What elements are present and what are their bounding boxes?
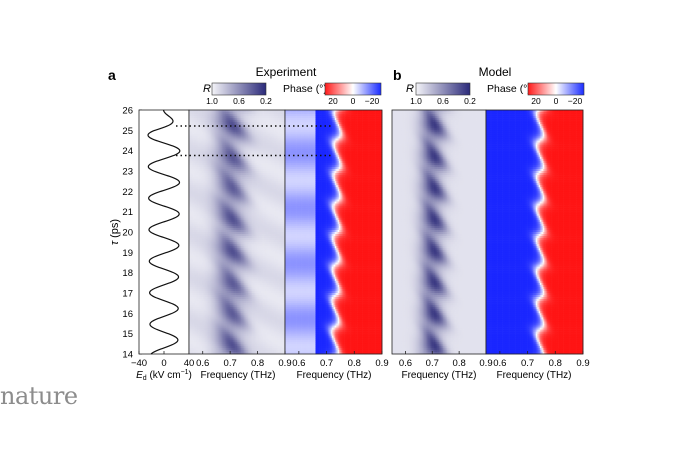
- colorbar-phase-tick: −20: [568, 96, 583, 106]
- colorbar-phase-tick: 0: [554, 96, 559, 106]
- freq-tick-label: 0.8: [251, 358, 264, 369]
- colorbar-phase-tick: 20: [328, 96, 338, 106]
- field-tick-label: 40: [184, 358, 195, 369]
- frequency-axis-ticks: 0.6 0.7 0.8 0.9 0.6 0.7 0.8 0.9 0.6 0.7 0.8 0.9 0.6 0…: [196, 351, 590, 369]
- y-tick-label: 24: [122, 146, 133, 157]
- y-tick-label: 23: [122, 167, 133, 178]
- y-axis-unit: (ps): [109, 219, 121, 238]
- field-waveform: [147, 109, 181, 355]
- colorbar-phase-label: Phase (°): [283, 83, 327, 95]
- freq-label-exp-phase: Frequency (THz): [296, 370, 371, 381]
- y-tick-label: 19: [122, 248, 133, 259]
- field-panel-frame: [138, 109, 190, 355]
- colorbar-phase-label: Phase (°): [487, 83, 531, 95]
- colorbar-r-experiment: R 1.0 0.6 0.2: [203, 82, 272, 106]
- field-tick-label: 0: [161, 358, 166, 369]
- colorbar-r-tick: 0.6: [233, 96, 245, 106]
- y-tick-label: 16: [122, 309, 133, 320]
- experiment-r-heatmap: [188, 109, 286, 355]
- colorbar-r-tick: 0.6: [437, 96, 449, 106]
- y-tick-label: 21: [122, 207, 133, 218]
- freq-tick-label: 0.6: [292, 358, 305, 369]
- y-tick-label: 25: [122, 126, 133, 137]
- colorbar-phase-tick: −20: [365, 96, 380, 106]
- freq-tick-label: 0.7: [521, 358, 534, 369]
- freq-tick-label: 0.8: [348, 358, 361, 369]
- colorbar-phase-gradient: [527, 82, 585, 96]
- freq-tick-label: 0.9: [278, 358, 291, 369]
- colorbar-r-label: R: [203, 83, 211, 95]
- freq-tick-label: 0.6: [399, 358, 412, 369]
- experiment-phase-heatmap-frame: [284, 109, 383, 355]
- freq-tick-label: 0.7: [426, 358, 439, 369]
- freq-tick-label: 0.9: [375, 358, 388, 369]
- freq-label-model-phase: Frequency (THz): [496, 370, 571, 381]
- colorbar-r-label: R: [406, 83, 414, 95]
- colorbar-phase-experiment: Phase (°) 20 0 −20: [283, 82, 382, 106]
- model-phase-heatmap-frame: [485, 109, 584, 355]
- freq-tick-label: 0.7: [320, 358, 333, 369]
- panel-b-title: Model: [479, 65, 512, 79]
- colorbar-phase-gradient: [324, 82, 382, 96]
- freq-tick-label: 0.7: [224, 358, 237, 369]
- colorbar-r-gradient: [415, 82, 471, 96]
- experiment-phase-heatmap: [284, 109, 383, 355]
- y-axis-label: τ (ps): [109, 219, 121, 245]
- model-phase-heatmap: [485, 109, 584, 355]
- colorbar-r-tick: 0.2: [464, 96, 476, 106]
- y-tick-label: 26: [122, 106, 133, 117]
- nature-watermark: nature: [0, 382, 78, 410]
- panel-a-letter: a: [108, 67, 116, 83]
- colorbar-r-tick: 1.0: [206, 96, 218, 106]
- field-tick-label: −40: [131, 358, 147, 369]
- colorbar-r-tick: 1.0: [410, 96, 422, 106]
- colorbar-r-gradient: [211, 82, 267, 96]
- y-tick-label: 18: [122, 268, 133, 279]
- colorbar-r-tick: 0.2: [260, 96, 272, 106]
- freq-tick-label: 0.8: [549, 358, 562, 369]
- freq-tick-label: 0.9: [576, 358, 589, 369]
- freq-label-model-r: Frequency (THz): [401, 370, 476, 381]
- colorbar-phase-model: Phase (°) 20 0 −20: [487, 82, 585, 106]
- y-tick-label: 20: [122, 228, 133, 239]
- colorbar-phase-tick: 20: [531, 96, 541, 106]
- freq-tick-label: 0.6: [196, 358, 209, 369]
- freq-tick-label: 0.6: [493, 358, 506, 369]
- panel-b-letter: b: [393, 67, 402, 83]
- y-tick-label: 17: [122, 289, 133, 300]
- y-tick-label: 22: [122, 187, 133, 198]
- freq-label-exp-r: Frequency (THz): [200, 370, 275, 381]
- freq-tick-label: 0.8: [453, 358, 466, 369]
- y-tick-label: 14: [122, 350, 133, 361]
- field-axis-label: Ed (kV cm−1): [136, 369, 192, 382]
- y-axis-symbol: τ: [109, 240, 121, 245]
- model-r-heatmap: [391, 109, 487, 355]
- panel-a-title: Experiment: [256, 65, 317, 79]
- colorbar-r-model: R 1.0 0.6 0.2: [406, 82, 476, 106]
- y-tick-label: 15: [122, 329, 133, 340]
- colorbar-phase-tick: 0: [351, 96, 356, 106]
- freq-tick-label: 0.9: [479, 358, 492, 369]
